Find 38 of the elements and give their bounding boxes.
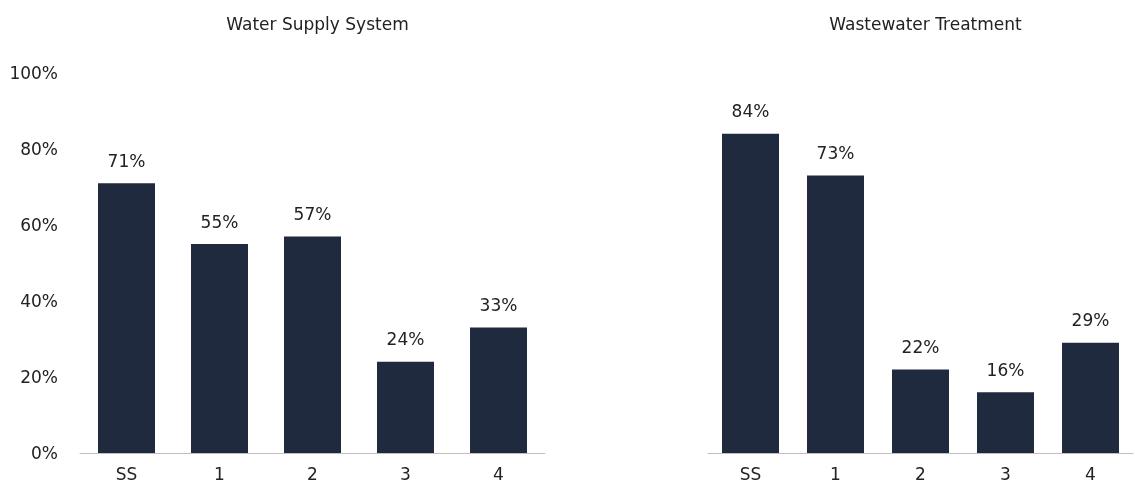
- x-tick-label: 4: [493, 463, 504, 484]
- bar: [977, 392, 1034, 453]
- data-label: 24%: [386, 329, 425, 350]
- bar: [892, 369, 949, 453]
- bar: [98, 183, 155, 453]
- data-label: 22%: [901, 336, 940, 357]
- y-tick-label: 80%: [20, 139, 58, 159]
- bar: [470, 327, 527, 453]
- x-tick-label: 4: [1085, 463, 1096, 484]
- bar: [1062, 342, 1119, 453]
- data-label: 29%: [1071, 310, 1110, 331]
- chart-title: Water Supply System: [226, 13, 409, 34]
- x-tick-label: 1: [830, 463, 841, 484]
- data-label: 33%: [479, 295, 518, 316]
- x-tick-label: 3: [400, 463, 411, 484]
- chart-title: Wastewater Treatment: [829, 13, 1023, 34]
- bar: [377, 361, 434, 453]
- x-tick-label: 3: [1000, 463, 1011, 484]
- y-tick-label: 40%: [20, 291, 58, 311]
- bar: [722, 133, 779, 453]
- x-tick-label: 2: [915, 463, 926, 484]
- data-label: 84%: [731, 101, 770, 122]
- x-tick-label: 2: [307, 463, 318, 484]
- bar: [284, 236, 341, 453]
- y-tick-label: 0%: [31, 443, 58, 463]
- data-label: 71%: [107, 150, 146, 171]
- data-label: 16%: [986, 359, 1025, 380]
- bar: [807, 175, 864, 453]
- x-tick-label: 1: [214, 463, 225, 484]
- data-label: 73%: [816, 143, 855, 164]
- y-tick-label: 20%: [20, 367, 58, 387]
- bar: [191, 244, 248, 453]
- x-tick-label: SS: [115, 463, 138, 484]
- y-tick-label: 100%: [9, 63, 58, 83]
- data-label: 57%: [293, 203, 332, 224]
- y-tick-label: 60%: [20, 215, 58, 235]
- x-tick-label: SS: [739, 463, 762, 484]
- data-label: 55%: [200, 211, 239, 232]
